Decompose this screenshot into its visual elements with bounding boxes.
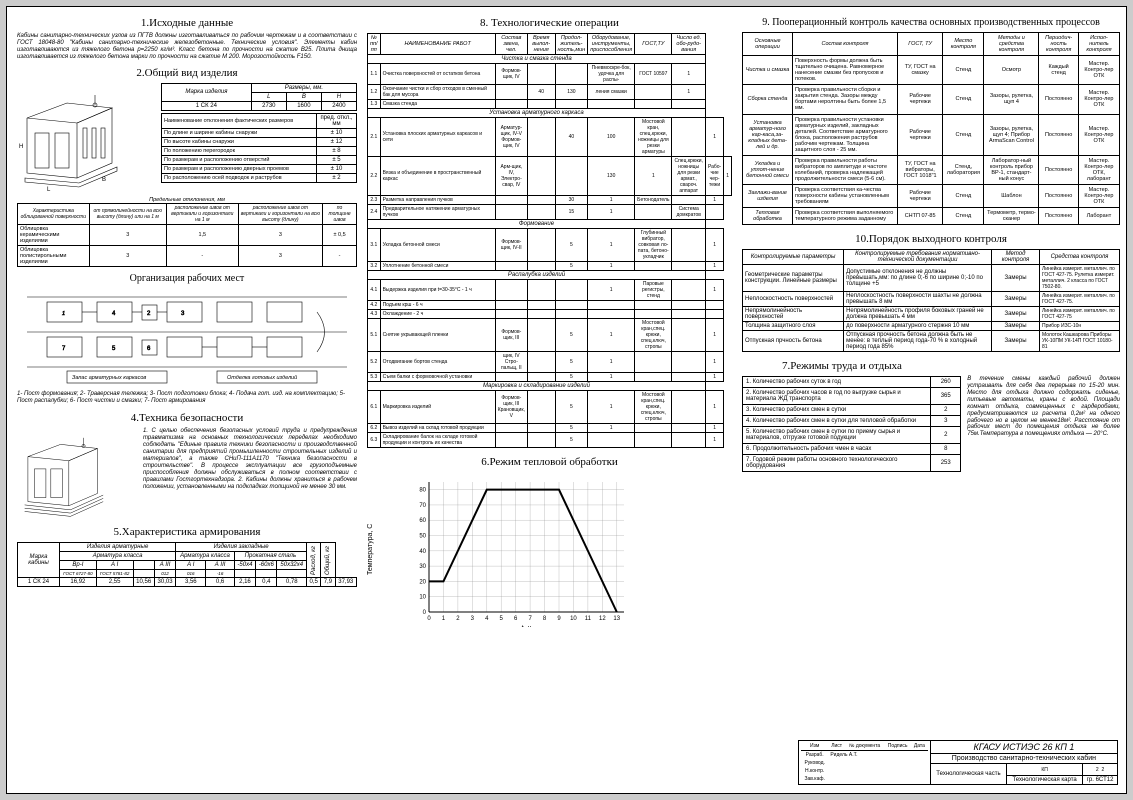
heat-chart: 01020304050607080012345678910111213t, ч [404,472,634,627]
reinforcement-table: Марка кабиныИзделия арматурныеИзделия за… [17,542,357,587]
svg-text:6: 6 [147,346,151,352]
svg-text:10: 10 [570,616,577,622]
sec6-title: 6.Режим тепловой обработки [367,456,732,468]
svg-text:2: 2 [456,616,460,622]
svg-text:3: 3 [471,616,475,622]
sec1-text: Кабины санитарно-технических узлов из ПГ… [17,33,357,61]
sec9-title: 9. Пооперационный контроль качества осно… [742,17,1120,28]
svg-text:H: H [19,144,23,150]
org-diagram: 1 4 2 3 7 5 6 Запас арматурных [17,287,357,387]
cabin-drawing: L B H [17,83,157,193]
svg-text:11: 11 [585,616,592,622]
svg-text:4: 4 [112,311,116,317]
sec2-title: 2.Общий вид изделия [17,67,357,79]
svg-text:7: 7 [528,616,532,622]
sec4-text: 1. С целью обеспечения безопасных услови… [143,428,357,518]
column-1: 1.Исходные данные Кабины санитарно-техни… [17,15,357,587]
cabin-drawing-2 [17,428,137,518]
svg-text:50: 50 [419,534,426,540]
svg-text:B: B [102,177,106,183]
posts-legend: 1- Пост формования; 2- Траверсная тележк… [17,391,357,405]
svg-text:3: 3 [181,311,185,317]
sec8-title: 8. Технологические операции [367,17,732,29]
chart-ylabel: Температура, С [367,472,374,627]
column-3: 9. Пооперационный контроль качества осно… [742,15,1120,472]
deviation-table: Характеристика облицованной поверхностио… [17,203,357,267]
svg-text:1: 1 [62,311,65,317]
svg-text:5: 5 [500,616,504,622]
svg-text:70: 70 [419,503,426,509]
svg-text:6: 6 [514,616,518,622]
svg-text:1: 1 [442,616,446,622]
column-2: 8. Технологические операции № пп/ппНАИМЕ… [367,15,732,627]
svg-text:4: 4 [485,616,489,622]
sizes-table: Марка изделияРазмеры, мм. LBH 1 СК 24273… [161,83,357,111]
svg-text:2: 2 [147,311,151,317]
svg-text:0: 0 [427,616,431,622]
sec7-note: В течение смены каждый рабочий должен ус… [967,376,1120,472]
svg-text:40: 40 [419,549,426,555]
svg-text:Запас арматурных каркасов: Запас арматурных каркасов [72,375,146,381]
tolerance-table: Наименование отклонения фактических разм… [161,113,357,183]
sec4-title: 4.Техника безопасности [17,412,357,424]
svg-text:12: 12 [599,616,606,622]
svg-text:80: 80 [419,488,426,494]
tech-ops-table: № пп/ппНАИМЕНОВАНИЕ РАБОТСостав звена, ч… [367,33,732,448]
svg-text:Отделка готовых изделий: Отделка готовых изделий [227,374,297,381]
svg-text:0: 0 [423,610,427,616]
svg-text:5: 5 [112,346,116,352]
svg-text:7: 7 [62,346,66,352]
svg-text:20: 20 [419,579,426,585]
sec10-title: 10.Порядок выходного контроля [742,233,1120,245]
title-block: ИзмЛист№ документаПодписьДата Разраб.Рид… [798,740,1118,785]
svg-text:60: 60 [419,518,426,524]
drawing-sheet: 1.Исходные данные Кабины санитарно-техни… [6,6,1127,794]
svg-text:8: 8 [543,616,547,622]
sec1-title: 1.Исходные данные [17,17,357,29]
svg-text:t, ч: t, ч [522,625,532,627]
svg-text:9: 9 [557,616,561,622]
svg-text:10: 10 [419,595,426,601]
svg-text:30: 30 [419,564,426,570]
sec5-title: 5.Характеристика армирования [17,526,357,538]
svg-text:13: 13 [613,616,620,622]
qc-table: Основные операцииСостав контроляГОСТ, ТУ… [742,32,1120,225]
work-rest-table: 1. Количество рабочих суток в год2602. К… [742,376,961,472]
svg-text:L: L [47,187,51,193]
output-control-table: Контролируемые параметрыКонтролируемые т… [742,249,1120,352]
sec7-title: 7.Режимы труда и отдыха [782,360,1120,372]
org-title: Организация рабочих мест [17,273,357,284]
